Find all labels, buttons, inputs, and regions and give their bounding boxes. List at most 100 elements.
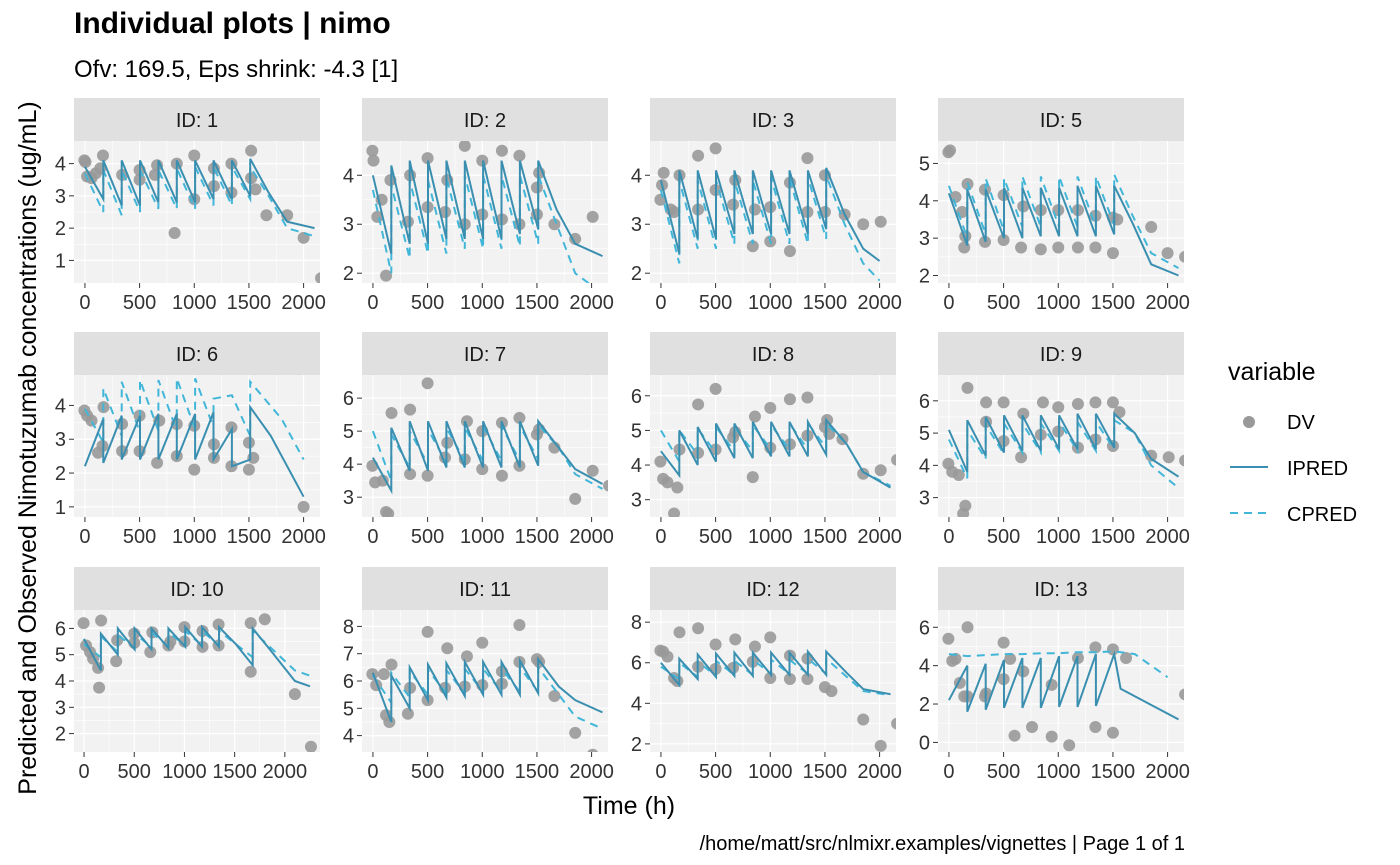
y-tick-label: 4 [631, 165, 642, 187]
dv-point [288, 688, 301, 701]
dv-point [980, 396, 993, 409]
facet-panel: ID: 11 0 500 1000 1500 2000 4 5 6 7 8 [343, 567, 614, 783]
dv-point [168, 226, 181, 239]
y-tick-label: 5 [631, 420, 642, 442]
y-tick-label: 3 [55, 697, 66, 719]
dv-point [748, 203, 761, 216]
dv-point [458, 141, 471, 152]
chart-subtitle: Ofv: 169.5, Eps shrink: -4.3 [1] [74, 56, 398, 83]
facet-panel: ID: 5 0 500 1000 1500 2000 2 3 4 5 [919, 98, 1190, 314]
dv-point [476, 636, 489, 649]
facet-strip-label: ID: 13 [1034, 579, 1087, 601]
dv-point [657, 166, 670, 179]
ipred-line [83, 403, 305, 498]
facet-strip-label: ID: 7 [464, 344, 506, 366]
x-tick-label: 1500 [1091, 526, 1136, 548]
dv-point [1179, 688, 1184, 701]
dv-point [874, 739, 887, 752]
y-tick-label: 6 [631, 653, 642, 675]
x-tick-label: 500 [987, 292, 1020, 314]
legend-title: variable [1228, 358, 1316, 386]
facet-strip-label: ID: 11 [459, 579, 511, 601]
dv-point [1034, 243, 1047, 256]
facet-strip-label: ID: 5 [1040, 110, 1082, 132]
y-tick-label: 2 [631, 263, 642, 285]
dv-point [729, 633, 742, 646]
dv-point [1106, 247, 1119, 260]
dv-point [569, 726, 582, 739]
facet-panel: ID: 1 0 500 1000 1500 2000 1 2 3 4 [55, 98, 326, 314]
x-tick-label: 1000 [460, 526, 505, 548]
x-tick-label: 2000 [1145, 761, 1190, 783]
dv-point [748, 640, 761, 653]
x-tick-label: 500 [123, 292, 156, 314]
y-tick-label: 7 [343, 644, 354, 666]
x-tick-label: 1000 [748, 526, 793, 548]
panel-series [77, 613, 317, 752]
y-tick-label: 4 [631, 693, 642, 715]
dv-point [727, 198, 740, 211]
facet-strip-label: ID: 2 [464, 110, 506, 132]
y-tick-label: 3 [919, 228, 930, 250]
dv-point [709, 382, 722, 395]
x-tick-label: 1000 [172, 526, 217, 548]
x-tick-label: 2000 [281, 526, 326, 548]
dv-point [825, 685, 838, 698]
x-tick-label: 0 [367, 761, 378, 783]
facet-strip [938, 98, 1184, 141]
y-tick-label: 5 [919, 423, 930, 445]
dv-point [249, 183, 262, 196]
dv-point [188, 463, 201, 476]
dv-point [164, 635, 177, 648]
dv-point [959, 499, 972, 512]
dv-point [671, 481, 684, 494]
ipred-line [947, 411, 1180, 478]
y-tick-label: 6 [343, 671, 354, 693]
dv-point [997, 396, 1010, 409]
x-tick-label: 500 [411, 292, 444, 314]
dv-point [692, 149, 705, 162]
y-tick-label: 4 [55, 395, 66, 417]
x-axis-title: Time (h) [583, 792, 675, 820]
dv-point [783, 672, 796, 685]
dv-point [476, 463, 489, 476]
y-tick-label: 4 [631, 455, 642, 477]
dv-point [1106, 643, 1119, 656]
dv-point [673, 626, 686, 639]
dv-point [1161, 247, 1174, 260]
y-tick-label: 2 [919, 694, 930, 716]
panel-series [78, 144, 320, 283]
ipred-line [84, 158, 315, 230]
facet-panel: ID: 2 0 500 1000 1500 2000 2 3 4 [343, 98, 614, 314]
dv-point [958, 241, 971, 254]
legend-key-dv: DV [1228, 402, 1315, 442]
y-tick-label: 3 [631, 214, 642, 236]
dv-point [377, 668, 390, 681]
dv-point [746, 240, 759, 253]
dv-point [586, 210, 599, 223]
ipred-line [372, 418, 603, 495]
dv-point [944, 144, 957, 157]
facet-strip-label: ID: 10 [170, 579, 223, 601]
facet-strip-label: ID: 3 [752, 110, 794, 132]
x-tick-label: 1000 [1036, 526, 1081, 548]
y-tick-label: 2 [343, 263, 354, 285]
x-tick-label: 0 [943, 526, 954, 548]
dv-point [1089, 396, 1102, 409]
panel-series [942, 621, 1184, 752]
x-tick-label: 1500 [227, 526, 272, 548]
x-tick-label: 2000 [1145, 526, 1190, 548]
y-tick-label: 8 [343, 616, 354, 638]
facet-strip [938, 567, 1184, 610]
dv-point [96, 149, 109, 162]
dv-point [764, 671, 777, 684]
dv-point [586, 464, 599, 477]
y-tick-label: 2 [55, 218, 66, 240]
x-tick-label: 0 [78, 761, 89, 783]
dv-point [1004, 652, 1017, 665]
dv-point [748, 410, 761, 423]
dv-point [513, 619, 526, 632]
x-tick-label: 2000 [281, 292, 326, 314]
dv-point [244, 617, 257, 630]
dv-point [587, 748, 599, 752]
